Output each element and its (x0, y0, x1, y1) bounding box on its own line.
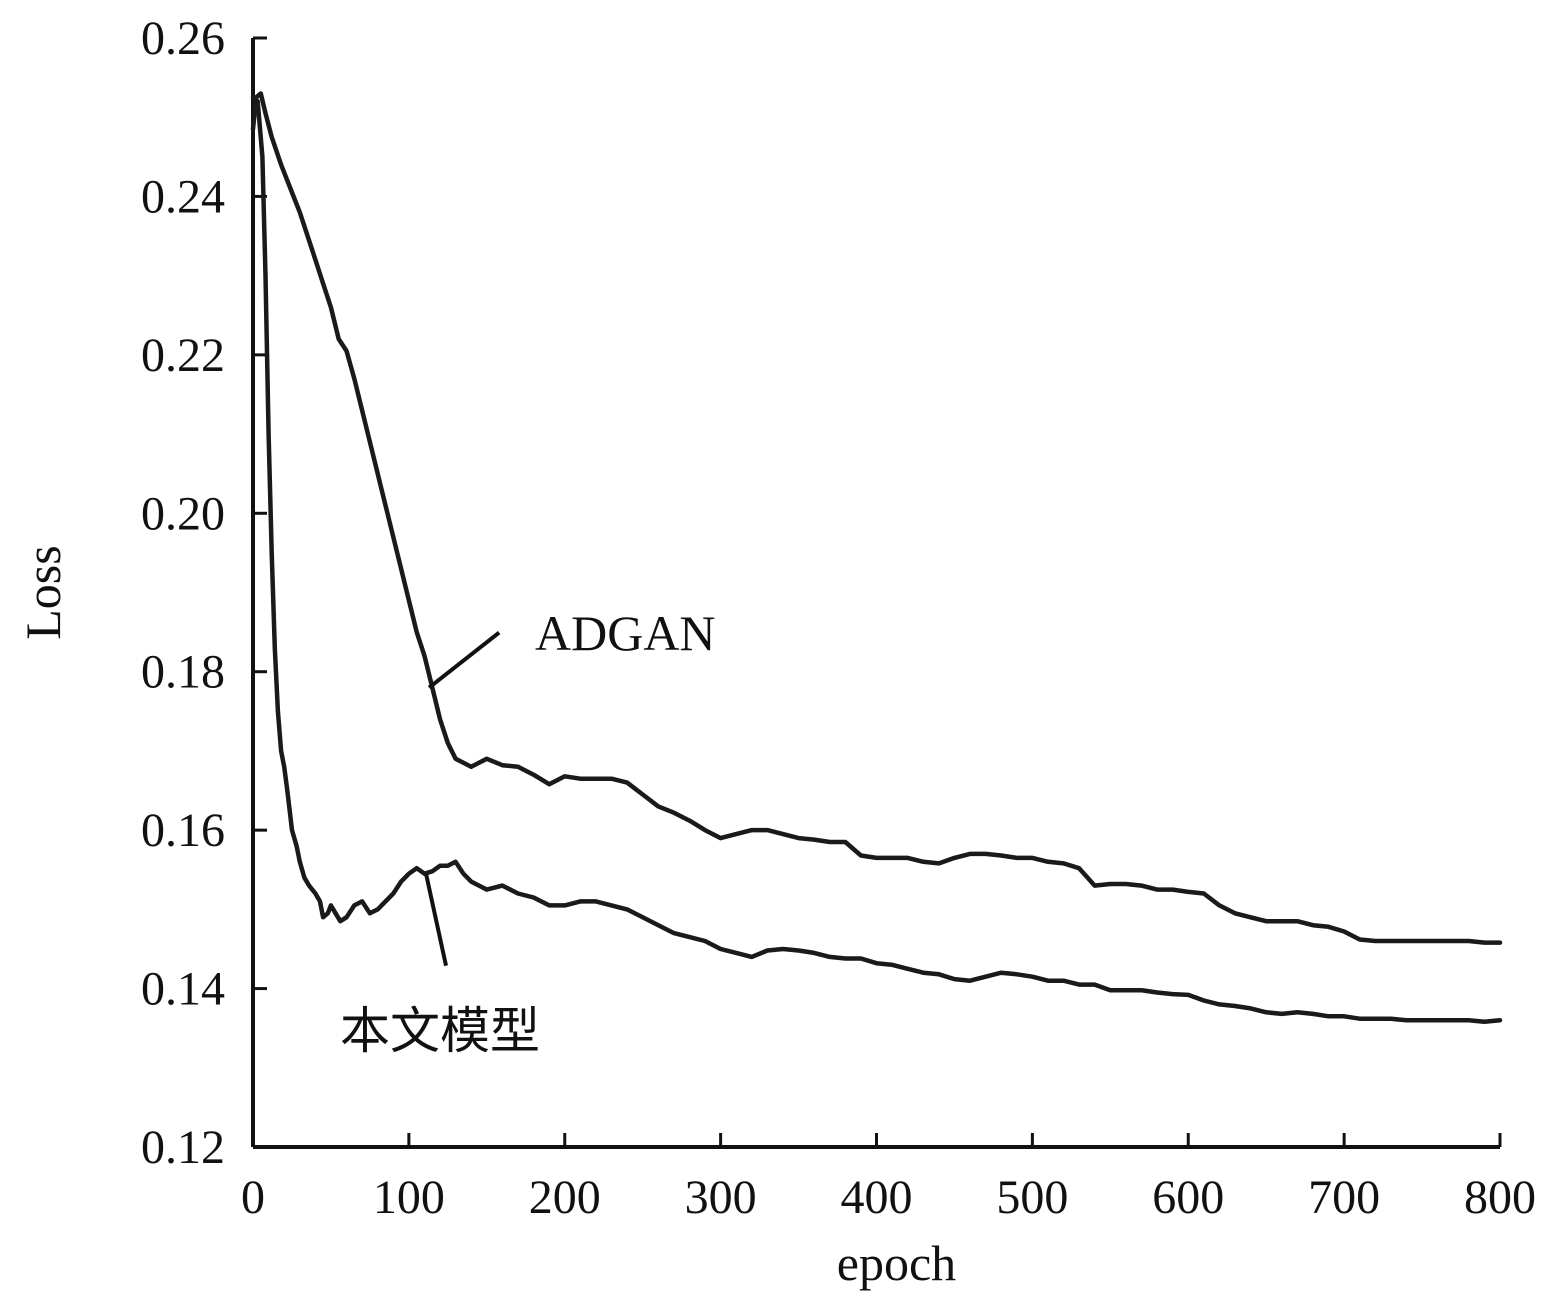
series-label-0: ADGAN (535, 605, 716, 661)
x-tick-label-200: 200 (529, 1171, 601, 1224)
y-tick-label-0.16: 0.16 (141, 804, 225, 857)
series-line-0 (250, 91, 1503, 945)
y-tick-label-0.12: 0.12 (141, 1121, 225, 1174)
x-ticks: 0 100 200 300 400 500 600 700 800 (241, 1133, 1536, 1224)
y-tick-label-0.24: 0.24 (141, 170, 225, 223)
y-tick-label-0.26: 0.26 (141, 12, 225, 65)
x-tick-label-300: 300 (685, 1171, 757, 1224)
y-tick-label-0.18: 0.18 (141, 646, 225, 699)
series-labels: ADGAN 本文模型 (340, 605, 716, 1060)
x-tick-label-700: 700 (1308, 1171, 1380, 1224)
x-tick-label-500: 500 (996, 1171, 1068, 1224)
series-leader-0 (427, 630, 501, 690)
x-tick-label-400: 400 (841, 1171, 913, 1224)
y-ticks: 0.12 0.14 0.16 0.18 0.20 0.22 0.24 0.26 (141, 12, 267, 1174)
y-tick-label-0.14: 0.14 (141, 963, 225, 1016)
x-tick-label-0: 0 (241, 1171, 265, 1224)
y-tick-label-0.22: 0.22 (141, 329, 225, 382)
series-leader-1 (424, 873, 448, 967)
series-label-1: 本文模型 (340, 1002, 540, 1060)
plot-area: 0 100 200 300 400 500 600 700 800 0.120.140.160.… (141, 12, 1536, 1224)
y-tick-label-0.20: 0.20 (141, 487, 225, 540)
x-tick-label-800: 800 (1464, 1171, 1536, 1224)
series-group (250, 91, 1503, 1025)
x-tick-label-600: 600 (1152, 1171, 1224, 1224)
y-axis-title: Loss (15, 545, 71, 639)
x-axis-title: epoch (837, 1235, 956, 1291)
series-line-1 (250, 95, 1503, 1025)
x-tick-label-100: 100 (373, 1171, 445, 1224)
